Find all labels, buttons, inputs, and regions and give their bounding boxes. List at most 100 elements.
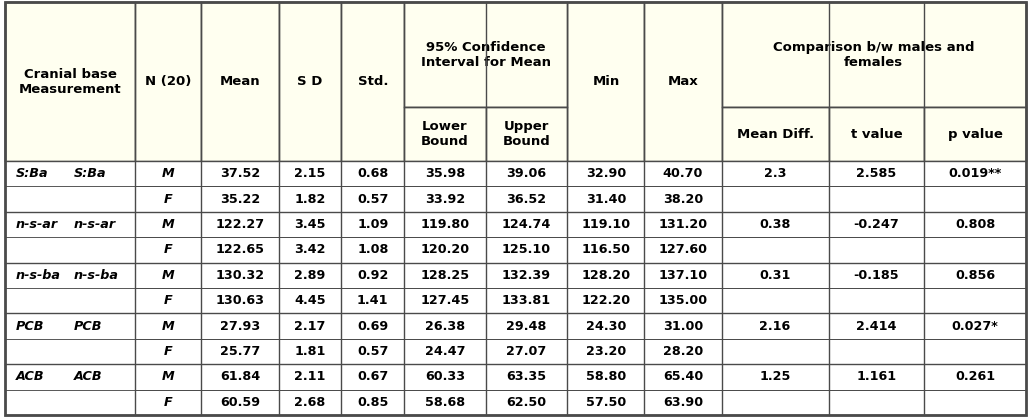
Text: 2.414: 2.414	[856, 319, 897, 332]
Text: 27.93: 27.93	[220, 319, 260, 332]
Text: F: F	[164, 193, 172, 206]
Text: 122.20: 122.20	[581, 294, 630, 307]
Text: 1.81: 1.81	[294, 345, 326, 358]
Text: 127.45: 127.45	[421, 294, 469, 307]
Text: 4.45: 4.45	[294, 294, 326, 307]
Text: S:Ba: S:Ba	[15, 167, 48, 180]
Text: 39.06: 39.06	[506, 167, 546, 180]
Text: 95% Confidence
Interval for Mean: 95% Confidence Interval for Mean	[421, 41, 551, 69]
Text: 2.89: 2.89	[294, 269, 326, 282]
Text: 57.50: 57.50	[586, 396, 626, 409]
Text: 60.59: 60.59	[220, 396, 260, 409]
Text: 135.00: 135.00	[659, 294, 707, 307]
Text: n-s-ar: n-s-ar	[73, 218, 115, 231]
Text: 24.30: 24.30	[586, 319, 626, 332]
Text: 32.90: 32.90	[586, 167, 626, 180]
Text: Comparison b/w males and
females: Comparison b/w males and females	[773, 41, 974, 69]
Text: 61.84: 61.84	[220, 370, 260, 383]
Text: 65.40: 65.40	[663, 370, 703, 383]
Text: PCB: PCB	[15, 319, 44, 332]
Text: 63.90: 63.90	[663, 396, 703, 409]
Text: 1.161: 1.161	[857, 370, 897, 383]
Text: 1.25: 1.25	[760, 370, 791, 383]
Text: 119.80: 119.80	[421, 218, 469, 231]
Text: 0.31: 0.31	[760, 269, 791, 282]
Text: F: F	[164, 294, 172, 307]
Text: 133.81: 133.81	[502, 294, 552, 307]
Text: 26.38: 26.38	[425, 319, 465, 332]
Bar	[135, 2, 201, 161]
Text: 0.019**: 0.019**	[949, 167, 1002, 180]
Text: Mean Diff.: Mean Diff.	[736, 128, 813, 141]
Bar	[5, 364, 1026, 389]
Bar	[404, 107, 486, 161]
Text: 127.60: 127.60	[659, 244, 707, 256]
Text: 58.68: 58.68	[425, 396, 465, 409]
Text: 37.52: 37.52	[220, 167, 260, 180]
Text: N (20): N (20)	[145, 75, 192, 88]
Text: ACB: ACB	[73, 370, 102, 383]
Text: M: M	[162, 167, 174, 180]
Text: 137.10: 137.10	[659, 269, 707, 282]
Text: 29.48: 29.48	[506, 319, 546, 332]
Text: 0.92: 0.92	[357, 269, 389, 282]
Text: Cranial base
Measurement: Cranial base Measurement	[19, 68, 122, 95]
Text: n-s-ar: n-s-ar	[15, 218, 58, 231]
Text: 60.33: 60.33	[425, 370, 465, 383]
Text: 130.63: 130.63	[215, 294, 264, 307]
Text: M: M	[162, 319, 174, 332]
Bar	[5, 161, 1026, 186]
Text: ACB: ACB	[15, 370, 44, 383]
Text: S:Ba: S:Ba	[73, 167, 106, 180]
Bar	[278, 2, 341, 161]
Text: Lower
Bound: Lower Bound	[421, 120, 469, 148]
Text: 2.68: 2.68	[294, 396, 326, 409]
Text: n-s-ba: n-s-ba	[15, 269, 61, 282]
Text: PCB: PCB	[73, 319, 102, 332]
Text: 122.27: 122.27	[215, 218, 265, 231]
Text: 40.70: 40.70	[663, 167, 703, 180]
Text: S D: S D	[297, 75, 323, 88]
Text: Max: Max	[668, 75, 698, 88]
Text: p value: p value	[947, 128, 1002, 141]
Bar	[341, 2, 404, 161]
Text: 27.07: 27.07	[506, 345, 546, 358]
Text: -0.185: -0.185	[854, 269, 899, 282]
Text: 3.42: 3.42	[294, 244, 326, 256]
Bar	[5, 339, 1026, 364]
Text: M: M	[162, 218, 174, 231]
Text: 0.856: 0.856	[955, 269, 995, 282]
Bar	[5, 2, 135, 161]
Text: Upper
Bound: Upper Bound	[503, 120, 551, 148]
Text: 2.585: 2.585	[857, 167, 897, 180]
Text: 2.11: 2.11	[294, 370, 326, 383]
Text: 1.09: 1.09	[357, 218, 389, 231]
Text: 128.20: 128.20	[581, 269, 630, 282]
Text: 120.20: 120.20	[421, 244, 469, 256]
Text: Mean: Mean	[220, 75, 260, 88]
Bar	[201, 2, 278, 161]
Text: 0.808: 0.808	[955, 218, 995, 231]
Text: 1.08: 1.08	[357, 244, 389, 256]
Text: 116.50: 116.50	[581, 244, 630, 256]
Text: 119.10: 119.10	[581, 218, 630, 231]
Text: 2.16: 2.16	[760, 319, 791, 332]
Text: n-s-ba: n-s-ba	[73, 269, 119, 282]
Text: 1.82: 1.82	[294, 193, 326, 206]
Bar	[5, 186, 1026, 212]
Text: 36.52: 36.52	[506, 193, 546, 206]
Bar	[5, 389, 1026, 415]
Text: 0.68: 0.68	[357, 167, 389, 180]
Text: 62.50: 62.50	[506, 396, 546, 409]
Text: 1.41: 1.41	[357, 294, 389, 307]
Text: 33.92: 33.92	[425, 193, 465, 206]
Text: 0.57: 0.57	[357, 193, 389, 206]
Text: 38.20: 38.20	[663, 193, 703, 206]
Bar	[5, 237, 1026, 263]
Text: 28.20: 28.20	[663, 345, 703, 358]
Text: 2.3: 2.3	[764, 167, 787, 180]
Text: 35.98: 35.98	[425, 167, 465, 180]
Bar	[5, 2, 1026, 161]
Text: 24.47: 24.47	[425, 345, 465, 358]
Bar	[5, 313, 1026, 339]
